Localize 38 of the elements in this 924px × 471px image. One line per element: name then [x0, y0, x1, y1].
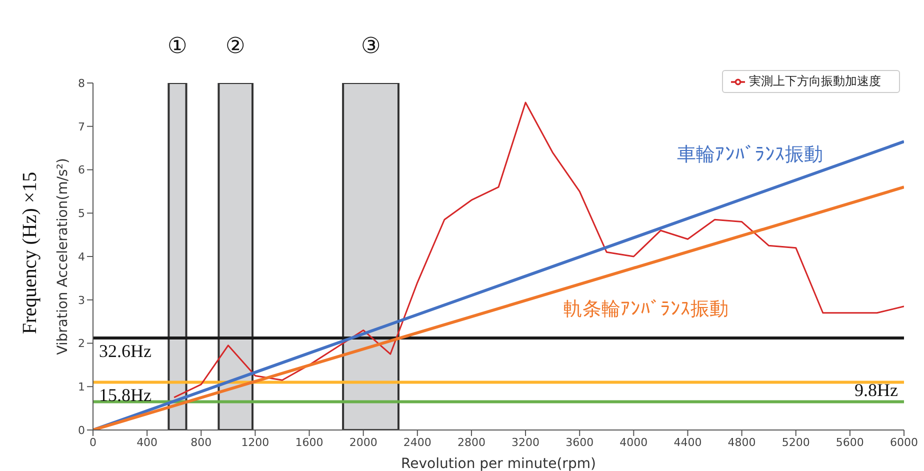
- series-label: 軌条輪ｱﾝﾊﾞﾗﾝｽ振動: [563, 299, 728, 320]
- x-tick-label: 5200: [782, 436, 810, 449]
- x-tick-label: 6000: [890, 436, 918, 449]
- x-tick-label: 4000: [620, 436, 648, 449]
- band-label: ③: [360, 33, 381, 58]
- y-tick-label: 0: [78, 424, 85, 437]
- ref-line-label: 15.8Hz: [99, 385, 152, 406]
- x-tick-label: 2000: [349, 436, 378, 449]
- band-label: ②: [226, 33, 246, 58]
- y-tick-label: 3: [78, 294, 85, 307]
- legend-label: 実測上下方向振動加速度: [749, 74, 881, 88]
- x-tick-label: 5600: [836, 436, 864, 449]
- x-tick-label: 1200: [241, 436, 270, 449]
- series-label: 車輪ｱﾝﾊﾞﾗﾝｽ振動: [676, 144, 823, 166]
- x-tick-label: 2800: [457, 436, 486, 449]
- y-tick-label: 6: [78, 164, 85, 177]
- x-tick-label: 4400: [674, 436, 702, 449]
- x-tick-label: 0: [90, 436, 96, 449]
- x-tick-label: 400: [136, 436, 158, 449]
- y2-axis-title: Frequency (Hz) ×15: [19, 172, 41, 334]
- x-tick-label: 2400: [403, 436, 432, 449]
- ref-line-label: 32.6Hz: [99, 340, 152, 361]
- y-tick-label: 5: [78, 207, 85, 220]
- y-tick-label: 2: [78, 337, 85, 350]
- y-tick-label: 7: [78, 120, 85, 134]
- x-tick-label: 1600: [295, 436, 324, 449]
- x-tick-label: 3600: [566, 436, 594, 449]
- x-tick-label: 800: [190, 436, 212, 449]
- line-series: [173, 102, 904, 398]
- band-label: ①: [167, 33, 188, 58]
- y-axis-title: Vibration Acceleration(m/s²): [54, 158, 71, 355]
- x-tick-label: 4800: [728, 436, 756, 449]
- ref-line-label: 9.8Hz: [854, 380, 898, 400]
- y-tick-label: 1: [78, 380, 85, 394]
- x-axis-title: Revolution per minute(rpm): [401, 456, 596, 471]
- y-tick-label: 8: [78, 76, 85, 90]
- y-tick-label: 4: [78, 250, 85, 264]
- x-tick-label: 3200: [512, 436, 540, 449]
